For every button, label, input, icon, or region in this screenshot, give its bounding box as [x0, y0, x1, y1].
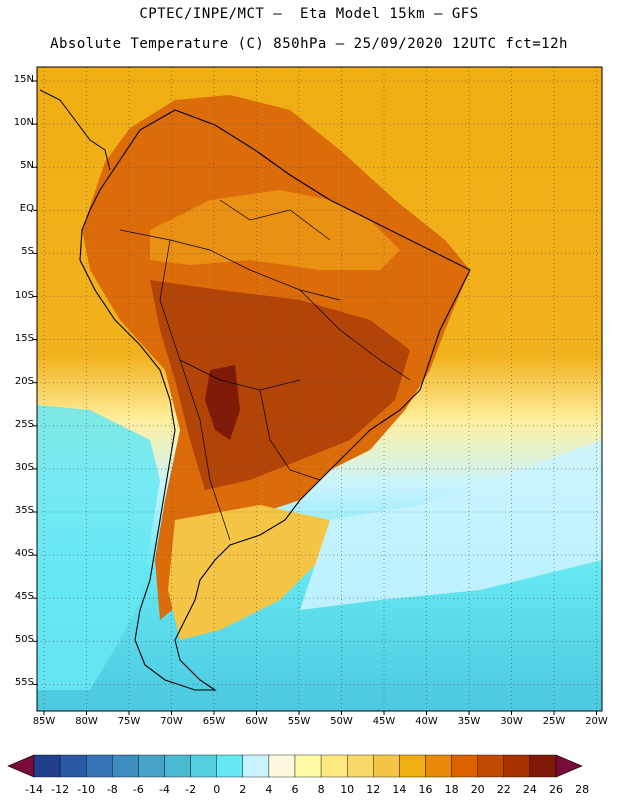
longitude-label: 50W — [330, 716, 353, 727]
map-title-line-1: CPTEC/INPE/MCT — Eta Model 15km — GFS — [139, 6, 479, 22]
latitude-label: 20S — [14, 375, 34, 387]
latitude-label: EQ — [19, 203, 34, 215]
south-coast-cool-region — [37, 405, 160, 690]
longitude-label: 45W — [372, 716, 396, 727]
colorbar — [7, 754, 583, 778]
colorbar-tick-label: 10 — [340, 783, 355, 796]
latitude-label: 15N — [13, 74, 34, 85]
colorbar-tick-label: -14 — [25, 783, 43, 796]
colorbar-segment — [268, 754, 296, 778]
colorbar-tick-label: -10 — [77, 783, 96, 796]
colorbar-tick-label: -8 — [106, 783, 118, 796]
colorbar-tick-label: 16 — [418, 783, 433, 796]
colorbar-segment — [347, 754, 374, 778]
colorbar-tick-label: 22 — [496, 783, 511, 796]
longitude-label: 30W — [500, 716, 523, 727]
colorbar-tick-label: 0 — [213, 783, 221, 796]
colorbar-segment — [164, 754, 191, 778]
colorbar-tick-label: 18 — [444, 783, 459, 796]
colorbar-segment — [138, 754, 165, 778]
colorbar-tick-label: -12 — [51, 783, 70, 796]
colorbar-tick-label: 28 — [575, 783, 590, 796]
latitude-label: 5N — [20, 160, 34, 172]
latitude-label: 40S — [14, 548, 34, 560]
colorbar-tick-label: 6 — [291, 783, 299, 796]
colorbar-over-arrow — [555, 754, 583, 778]
longitude-label: 40W — [415, 716, 438, 727]
longitude-label: 20W — [585, 716, 608, 727]
longitude-label: 85W — [32, 716, 56, 727]
latitude-label: 50S — [14, 634, 34, 646]
colorbar-tick-label: 4 — [265, 783, 273, 796]
colorbar-segment — [477, 754, 505, 778]
longitude-label: 65W — [202, 716, 226, 727]
colorbar-segment — [451, 754, 478, 778]
colorbar-segment — [242, 754, 270, 778]
colorbar-segment — [33, 754, 61, 778]
colorbar-segment — [59, 754, 87, 778]
latitude-label: 25S — [14, 418, 34, 430]
longitude-label: 35W — [457, 716, 481, 727]
central-america-coastline — [39, 89, 111, 171]
patagonia-mild-region — [168, 505, 330, 640]
colorbar-tick-label: 14 — [392, 783, 407, 796]
graticule-grid — [33, 67, 602, 715]
longitude-label: 75W — [117, 716, 141, 727]
colorbar-segment — [399, 754, 426, 778]
colorbar-segment — [85, 754, 113, 778]
latitude-label: 15S — [14, 332, 34, 344]
south-atlantic-cool-region — [300, 440, 602, 610]
longitude-label: 55W — [287, 716, 311, 727]
colorbar-segment — [373, 754, 400, 778]
latitude-label: 35S — [14, 505, 34, 516]
colorbar-segment — [529, 754, 557, 778]
colorbar-segment — [190, 754, 217, 778]
colorbar-segment — [216, 754, 243, 778]
south-america-coastline — [79, 109, 471, 691]
colorbar-under-arrow — [7, 754, 35, 778]
colorbar-segment — [425, 754, 452, 778]
colorbar-segment — [503, 754, 531, 778]
colorbar-tick-label: 8 — [317, 783, 325, 796]
latitude-label: 10N — [13, 117, 34, 129]
colorbar-tick-label: 20 — [470, 783, 485, 796]
colorbar-segment — [320, 754, 348, 778]
colorbar-tick-label: 12 — [366, 783, 381, 796]
colorbar-segment — [112, 754, 139, 778]
colorbar-tick-label: -2 — [185, 783, 197, 796]
latitude-label: 30S — [14, 461, 34, 473]
longitude-label: 25W — [542, 716, 566, 727]
latitude-label: 10S — [14, 289, 34, 301]
longitude-label: 60W — [245, 716, 268, 727]
colorbar-tick-label: 2 — [239, 783, 247, 796]
colorbar-tick-label: -6 — [132, 783, 144, 796]
latitude-label: 5S — [21, 246, 34, 258]
map-title-line-2: Absolute Temperature (C) 850hPa — 25/09/… — [50, 36, 568, 52]
colorbar-tick-label: 26 — [549, 783, 563, 796]
country-borders — [119, 199, 411, 541]
colorbar-segment — [294, 754, 322, 778]
latitude-label: 45S — [14, 591, 34, 603]
colorbar-tick-label: -4 — [159, 783, 170, 796]
longitude-label: 80W — [75, 716, 98, 727]
longitude-label: 70W — [160, 716, 183, 727]
latitude-label: 55S — [14, 677, 34, 689]
map-frame — [36, 66, 603, 712]
colorbar-tick-label: 24 — [522, 783, 537, 796]
